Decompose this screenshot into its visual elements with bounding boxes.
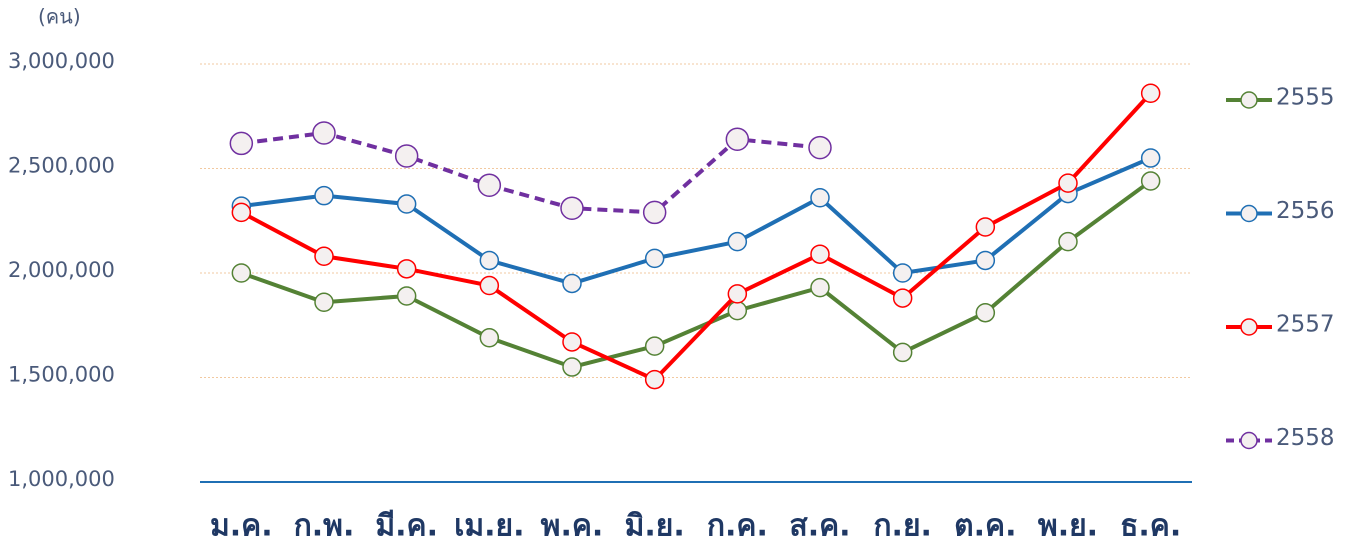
data-point (314, 292, 334, 313)
data-point (479, 250, 500, 271)
data-point (312, 121, 336, 145)
data-point (810, 277, 830, 298)
data-point (975, 250, 996, 271)
data-point (479, 328, 500, 348)
data-point (644, 369, 665, 390)
data-point (396, 194, 417, 214)
data-point (477, 173, 502, 197)
data-point (727, 231, 748, 252)
series-line (240, 179, 1152, 370)
x-tick-label: ส.ค. (789, 509, 850, 544)
data-point (892, 288, 913, 308)
y-tick-label: 2,000,000 (8, 258, 115, 282)
data-point (892, 342, 913, 363)
data-point (229, 131, 254, 156)
y-tick-label: 1,500,000 (8, 363, 115, 387)
data-point (644, 248, 665, 269)
data-point (562, 273, 582, 294)
series-line (241, 130, 821, 215)
legend-label: 2558 (1276, 425, 1335, 451)
data-point (479, 275, 500, 296)
data-point (394, 144, 419, 168)
x-tick-label: ม.ค. (210, 509, 273, 544)
data-point (727, 284, 748, 304)
legend-label: 2555 (1276, 85, 1335, 111)
data-point (1058, 173, 1078, 193)
legend-marker (1240, 318, 1258, 336)
data-point (1140, 83, 1161, 104)
data-point (892, 263, 913, 283)
data-point (231, 263, 252, 283)
data-point (642, 200, 667, 225)
data-point (560, 196, 584, 220)
data-point (562, 332, 582, 352)
x-tick-label: ธ.ค. (1120, 509, 1181, 544)
data-point (1140, 148, 1161, 168)
legend-marker (1240, 91, 1258, 109)
data-point (562, 357, 582, 377)
data-point (314, 246, 334, 267)
x-tick-label: ก.ย. (873, 509, 932, 544)
data-point (314, 185, 334, 206)
legend-label: 2556 (1276, 198, 1335, 224)
data-point (808, 135, 832, 160)
data-point (727, 300, 748, 321)
data-point (725, 127, 750, 151)
data-point (975, 217, 996, 237)
data-point (231, 202, 252, 223)
data-point (1140, 171, 1161, 191)
legend-marker (1240, 204, 1258, 223)
x-tick-label: มิ.ย. (625, 509, 685, 544)
y-tick-label: 1,000,000 (8, 467, 115, 491)
data-point (810, 244, 830, 264)
legend-marker (1240, 431, 1258, 450)
x-tick-label: พ.ค. (541, 509, 604, 544)
x-tick-label: มี.ค. (375, 509, 438, 544)
y-axis-label: (คน) (38, 5, 81, 29)
legend-label: 2557 (1276, 312, 1335, 338)
x-tick-label: ก.ค. (707, 509, 768, 544)
y-tick-label: 2,500,000 (8, 154, 115, 178)
x-tick-label: ก.พ. (294, 509, 355, 544)
data-point (396, 286, 417, 306)
y-tick-label: 3,000,000 (8, 49, 115, 73)
data-point (975, 302, 996, 323)
data-point (1058, 231, 1078, 252)
x-tick-label: ต.ค. (954, 509, 1016, 544)
data-point (396, 259, 417, 279)
data-point (644, 336, 665, 356)
x-tick-label: เม.ย. (454, 509, 524, 544)
data-point (810, 188, 830, 208)
series-line (241, 156, 1152, 286)
x-tick-label: พ.ย. (1038, 509, 1098, 544)
series-line (240, 91, 1153, 382)
